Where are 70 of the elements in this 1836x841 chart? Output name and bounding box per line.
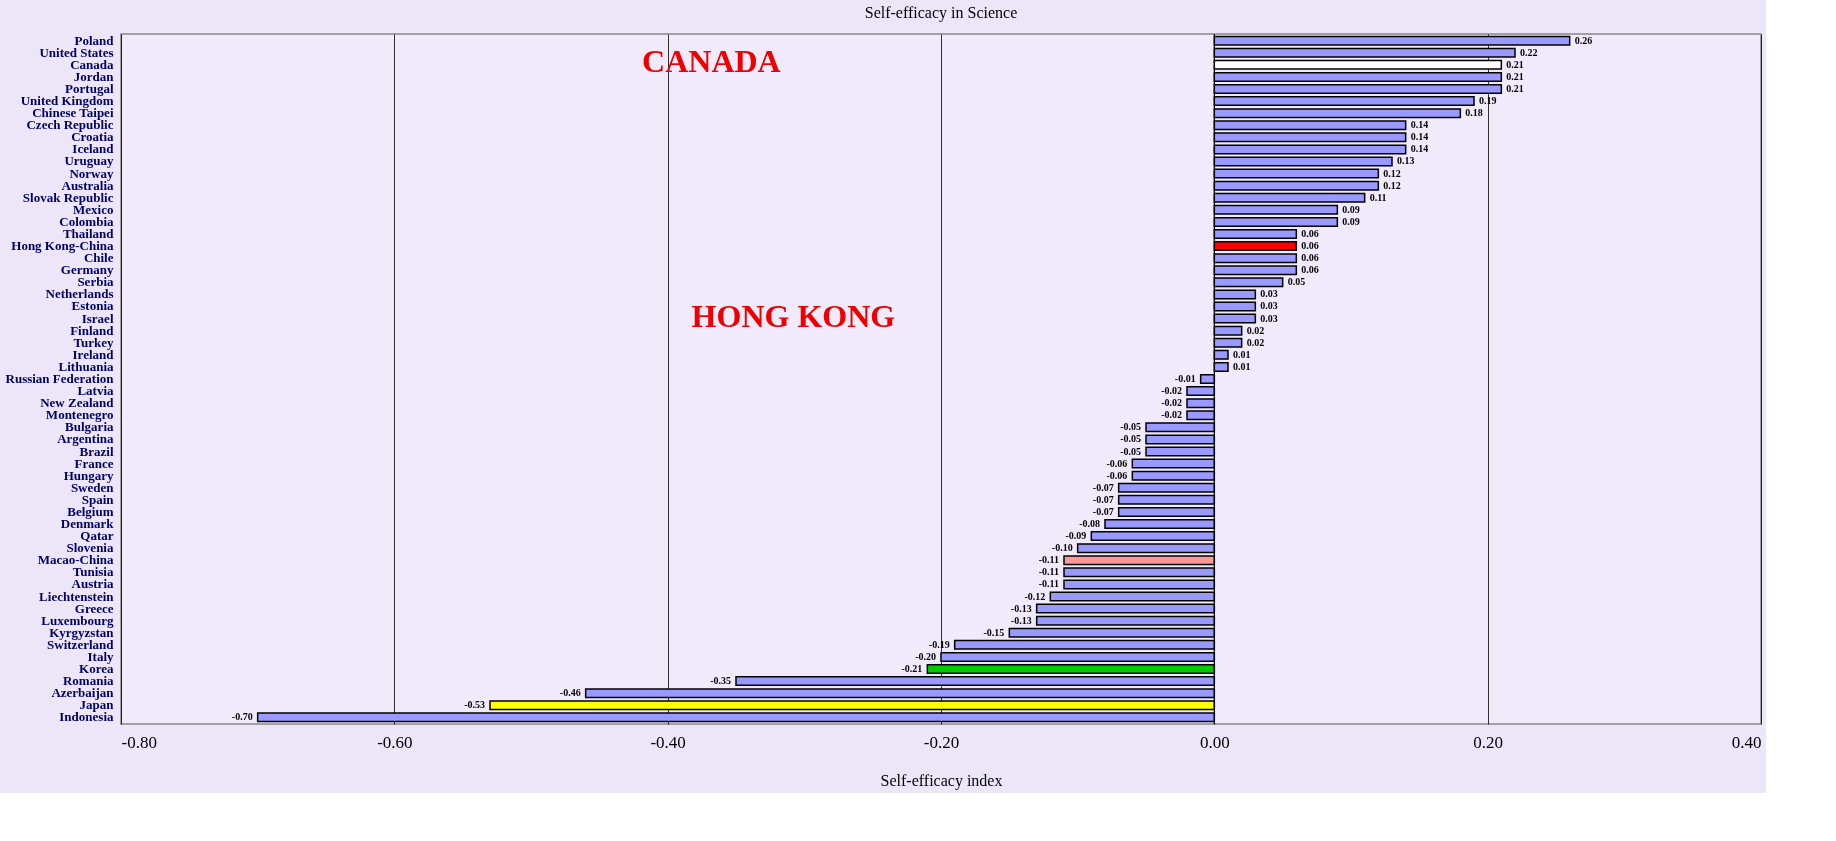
y-tick-label: Qatar	[80, 528, 114, 544]
data-label: 0.14	[1410, 119, 1429, 131]
y-tick-label: Iceland	[72, 141, 115, 157]
y-tick-label: Russian Federation	[5, 371, 115, 386]
data-label: 0.14	[1410, 143, 1429, 155]
data-label: 0.06	[1301, 264, 1319, 276]
data-label: -0.70	[231, 711, 253, 723]
data-label: -0.11	[1038, 566, 1059, 578]
data-label: 0.22	[1520, 46, 1538, 58]
data-label: 0.02	[1246, 324, 1265, 336]
data-label: 0.21	[1506, 82, 1524, 94]
data-label: 0.06	[1301, 252, 1319, 264]
data-label: 0.12	[1383, 167, 1401, 179]
data-label: 0.06	[1301, 240, 1319, 252]
data-label: -0.05	[1120, 445, 1141, 457]
data-label: -0.46	[559, 687, 581, 699]
data-label: 0.05	[1287, 276, 1306, 288]
data-label: -0.07	[1092, 493, 1114, 505]
data-label: -0.07	[1092, 481, 1114, 493]
data-label: -0.35	[710, 675, 731, 687]
x-axis-title: Self-efficacy index	[880, 771, 1003, 790]
data-label: -0.06	[1106, 457, 1128, 469]
data-label: 0.03	[1260, 312, 1278, 324]
data-label: -0.07	[1092, 505, 1114, 517]
y-tick-label: Italy	[87, 648, 114, 664]
data-label: 0.03	[1260, 300, 1278, 312]
data-label: 0.03	[1260, 288, 1278, 300]
x-tick-label: -0.20	[923, 732, 960, 752]
data-label: -0.13	[1010, 602, 1032, 614]
x-tick-label: 0.40	[1731, 732, 1762, 752]
data-label: 0.18	[1465, 107, 1483, 119]
data-label: -0.05	[1120, 421, 1141, 433]
x-tick-label: 0.00	[1199, 732, 1230, 752]
data-label: 0.09	[1342, 203, 1360, 215]
data-label: 0.12	[1383, 179, 1401, 191]
data-label: 0.02	[1246, 336, 1265, 348]
data-label: -0.20	[915, 650, 936, 662]
x-tick-label: -0.80	[121, 732, 157, 752]
data-label: 0.21	[1506, 58, 1524, 70]
data-label: -0.02	[1161, 409, 1182, 421]
data-label: -0.12	[1024, 590, 1046, 602]
data-label: -0.21	[901, 663, 923, 675]
data-label: -0.02	[1161, 385, 1182, 397]
data-label: -0.01	[1174, 373, 1196, 384]
chart-title: Self-efficacy in Science	[864, 4, 1018, 23]
data-label: -0.13	[1010, 614, 1032, 626]
data-label: -0.10	[1051, 542, 1073, 554]
data-label: 0.26	[1574, 34, 1593, 46]
data-label: -0.11	[1038, 554, 1059, 566]
data-label: -0.06	[1106, 469, 1128, 481]
x-tick-label: -0.40	[650, 732, 686, 752]
data-label: -0.08	[1079, 518, 1100, 530]
data-label: -0.09	[1065, 530, 1087, 542]
data-label: -0.02	[1161, 397, 1182, 409]
data-label: -0.15	[983, 626, 1005, 638]
y-tick-label: Lithuania	[58, 358, 114, 374]
data-label: 0.14	[1410, 131, 1429, 143]
x-tick-label: -0.60	[377, 732, 413, 752]
data-label: -0.05	[1120, 433, 1141, 445]
annotation: HONG KONG	[691, 297, 896, 334]
data-label: 0.09	[1342, 215, 1360, 227]
data-label: 0.01	[1233, 348, 1251, 360]
data-label: -0.11	[1038, 578, 1059, 590]
data-label: 0.01	[1233, 360, 1251, 372]
data-label: 0.11	[1369, 191, 1387, 203]
data-label: 0.06	[1301, 227, 1319, 239]
data-label: 0.21	[1506, 70, 1524, 82]
data-label: 0.13	[1397, 155, 1415, 167]
data-label: -0.53	[464, 699, 485, 711]
x-tick-label: 0.20	[1473, 732, 1504, 752]
